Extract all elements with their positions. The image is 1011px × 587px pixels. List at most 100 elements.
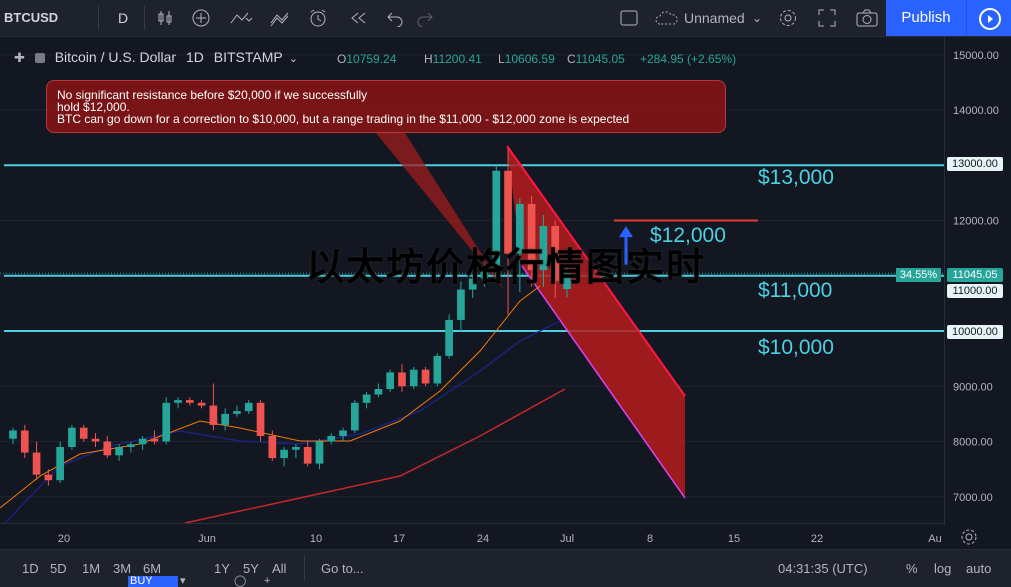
compare-icon[interactable]	[230, 0, 254, 36]
log-toggle[interactable]: log	[934, 561, 952, 576]
time-axis[interactable]: 20 Jun 10 17 24 Jul 8 15 22 Au	[0, 523, 944, 550]
candle-body	[409, 369, 418, 387]
price-tag-10000: 10000.00	[947, 325, 1003, 339]
interval-button[interactable]: D	[118, 10, 129, 26]
candle-body	[174, 400, 182, 403]
candle-body	[527, 203, 536, 271]
play-button[interactable]	[966, 0, 1011, 36]
candle-body	[103, 441, 112, 456]
gear-icon[interactable]	[778, 0, 798, 36]
price-tick-label: 9000.00	[953, 381, 993, 393]
chevron-down-icon[interactable]: ⌄	[752, 11, 763, 25]
candle-body	[292, 447, 300, 450]
templates-icon[interactable]	[270, 0, 294, 36]
candle-body	[115, 447, 123, 456]
ohlc-close: C11045.05	[567, 52, 625, 66]
candles-chart-type-icon[interactable]	[156, 0, 174, 36]
undo-icon[interactable]	[386, 0, 404, 36]
mini-circle-icon[interactable]: ◯	[234, 575, 247, 587]
annotation-callout[interactable]: No significant resistance before $20,000…	[46, 80, 726, 133]
candle-body	[68, 427, 76, 448]
camera-icon[interactable]	[856, 0, 878, 36]
candle-body	[233, 411, 241, 414]
price-axis-svg: 15000.00 14000.00 12000.00 9000.00 8000.00 70…	[953, 50, 999, 504]
legend-title: Bitcoin / U.S. Dollar	[54, 49, 177, 65]
price-tick-label: 8000.00	[953, 437, 993, 449]
alert-clock-icon[interactable]	[308, 0, 328, 36]
fullscreen-layout-icon[interactable]	[620, 0, 638, 36]
expand-icon[interactable]	[818, 0, 836, 36]
channel-upper-line	[506, 145, 686, 397]
candle-body	[398, 372, 406, 387]
time-tick-label: Jun	[198, 533, 216, 545]
candle-body	[563, 273, 571, 290]
candle-body	[468, 278, 477, 290]
percent-toggle[interactable]: %	[906, 561, 918, 576]
goto-button[interactable]: Go to...	[321, 561, 364, 576]
price-axis[interactable]: 15000.00 14000.00 12000.00 9000.00 8000.00 70…	[944, 36, 1011, 526]
candle-body	[303, 447, 312, 464]
bottom-toolbar: 1D 5D 1M 3M 6M 1Y 5Y All Go to... 04:31:…	[0, 549, 1011, 587]
auto-toggle[interactable]: auto	[966, 561, 992, 576]
candle-body	[56, 447, 64, 481]
high-label: H	[424, 52, 433, 66]
open-value: 10759.24	[346, 52, 397, 66]
candle-body	[221, 413, 230, 425]
watermark-text: 以太坊价格行情图实时	[306, 247, 707, 289]
range-5d[interactable]: 5D	[50, 561, 67, 576]
candle-body	[445, 319, 453, 356]
divider	[98, 6, 99, 30]
candle-body	[362, 394, 371, 403]
time-tick-label: 20	[58, 533, 70, 545]
candle-body	[185, 400, 194, 403]
candle-body	[268, 435, 277, 459]
ohlc-low: L10606.59	[498, 52, 555, 66]
percent-tag: 34.55%	[896, 268, 941, 282]
range-5y[interactable]: 5Y	[243, 561, 259, 576]
chevron-down-icon[interactable]: ⌄	[288, 53, 298, 65]
time-tick-label: 17	[393, 533, 405, 545]
range-all[interactable]: All	[272, 561, 287, 576]
collapse-icon[interactable]	[34, 53, 45, 64]
level-label-12000: $12,000	[650, 224, 726, 247]
candle-body	[386, 372, 395, 390]
candle-body	[79, 427, 88, 439]
indicators-icon[interactable]	[192, 0, 210, 36]
redo-icon[interactable]	[416, 0, 434, 36]
ohlc-high: H11200.41	[424, 52, 482, 66]
price-tag-11000: 11000.00	[947, 284, 1003, 298]
mini-plus-icon[interactable]: +	[264, 575, 271, 587]
buy-button[interactable]: BUY	[128, 576, 178, 587]
candle-body	[127, 444, 135, 448]
close-value: 11045.05	[575, 52, 625, 66]
range-3m[interactable]: 3M	[113, 561, 132, 576]
settings-gear-icon[interactable]	[960, 528, 978, 551]
mini-chevron-icon[interactable]: ▾	[180, 575, 186, 587]
symbol-search[interactable]: BTCUSD	[4, 10, 59, 25]
replay-icon[interactable]	[348, 0, 368, 36]
candle-body	[327, 435, 336, 442]
time-tick-label: 8	[647, 533, 653, 545]
time-tick-label: Jul	[560, 533, 574, 545]
legend-exchange: BITSTAMP	[213, 49, 283, 65]
candle-body	[516, 203, 524, 254]
range-1m[interactable]: 1M	[82, 561, 101, 576]
time-tick-label: 24	[477, 533, 489, 545]
candle-body	[315, 441, 324, 464]
open-label: O	[337, 52, 347, 66]
price-tag-last: 11045.05	[947, 268, 1003, 282]
time-tick-label: 22	[811, 533, 823, 545]
layout-name[interactable]: Unnamed	[684, 10, 745, 26]
candle-body	[138, 438, 147, 445]
price-tick-label: 7000.00	[953, 492, 993, 504]
range-1y[interactable]: 1Y	[214, 561, 230, 576]
symbol-legend: ✚ Bitcoin / U.S. Dollar 1D BITSTAMP ⌄	[14, 49, 304, 66]
candle-body	[350, 402, 359, 431]
price-tick-label: 15000.00	[953, 50, 999, 62]
candle-body	[209, 405, 218, 425]
publish-button[interactable]: Publish	[886, 0, 966, 36]
range-6m[interactable]: 6M	[143, 561, 162, 576]
drag-handle-icon[interactable]: ✚	[14, 50, 25, 65]
candle-body	[20, 430, 29, 453]
range-1d[interactable]: 1D	[22, 561, 39, 576]
